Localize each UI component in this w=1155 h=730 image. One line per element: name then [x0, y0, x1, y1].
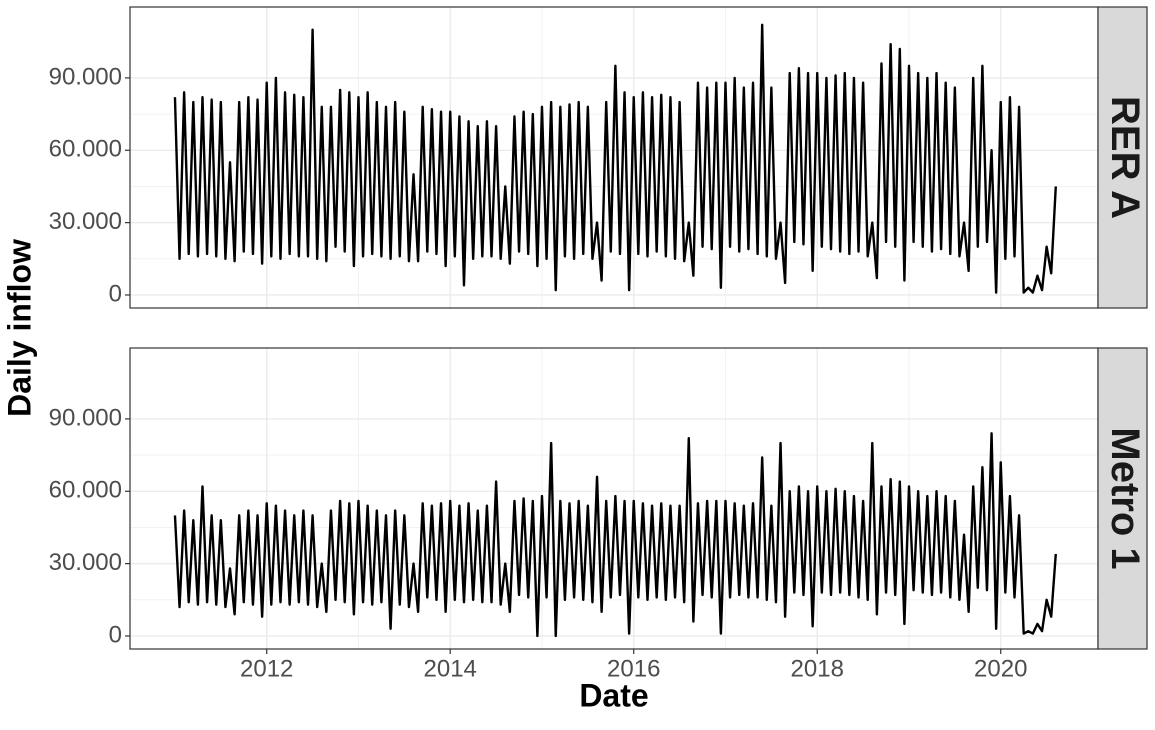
x-axis-title: Date	[579, 677, 648, 713]
y-tick-label: 90.000	[49, 404, 122, 431]
y-tick-label: 30.000	[49, 208, 122, 235]
strip-label: Metro 1	[1103, 427, 1147, 569]
y-tick-label: 0	[109, 280, 122, 307]
x-tick-label: 2020	[974, 655, 1027, 682]
y-tick-label: 60.000	[49, 136, 122, 163]
strip-label: RER A	[1103, 96, 1147, 219]
data-line	[173, 432, 1057, 638]
x-tick-label: 2016	[607, 655, 660, 682]
y-tick-label: 60.000	[49, 477, 122, 504]
data-line	[173, 23, 1057, 294]
x-tick-label: 2012	[240, 655, 293, 682]
x-tick-label: 2018	[791, 655, 844, 682]
y-tick-label: 30.000	[49, 549, 122, 576]
x-tick-label: 2014	[424, 655, 477, 682]
panel-background	[130, 348, 1098, 649]
y-tick-label: 90.000	[49, 63, 122, 90]
strip	[1097, 6, 1148, 309]
y-axis-title: Daily inflow	[1, 239, 37, 417]
y-tick-label: 0	[109, 621, 122, 648]
strip	[1097, 347, 1148, 650]
